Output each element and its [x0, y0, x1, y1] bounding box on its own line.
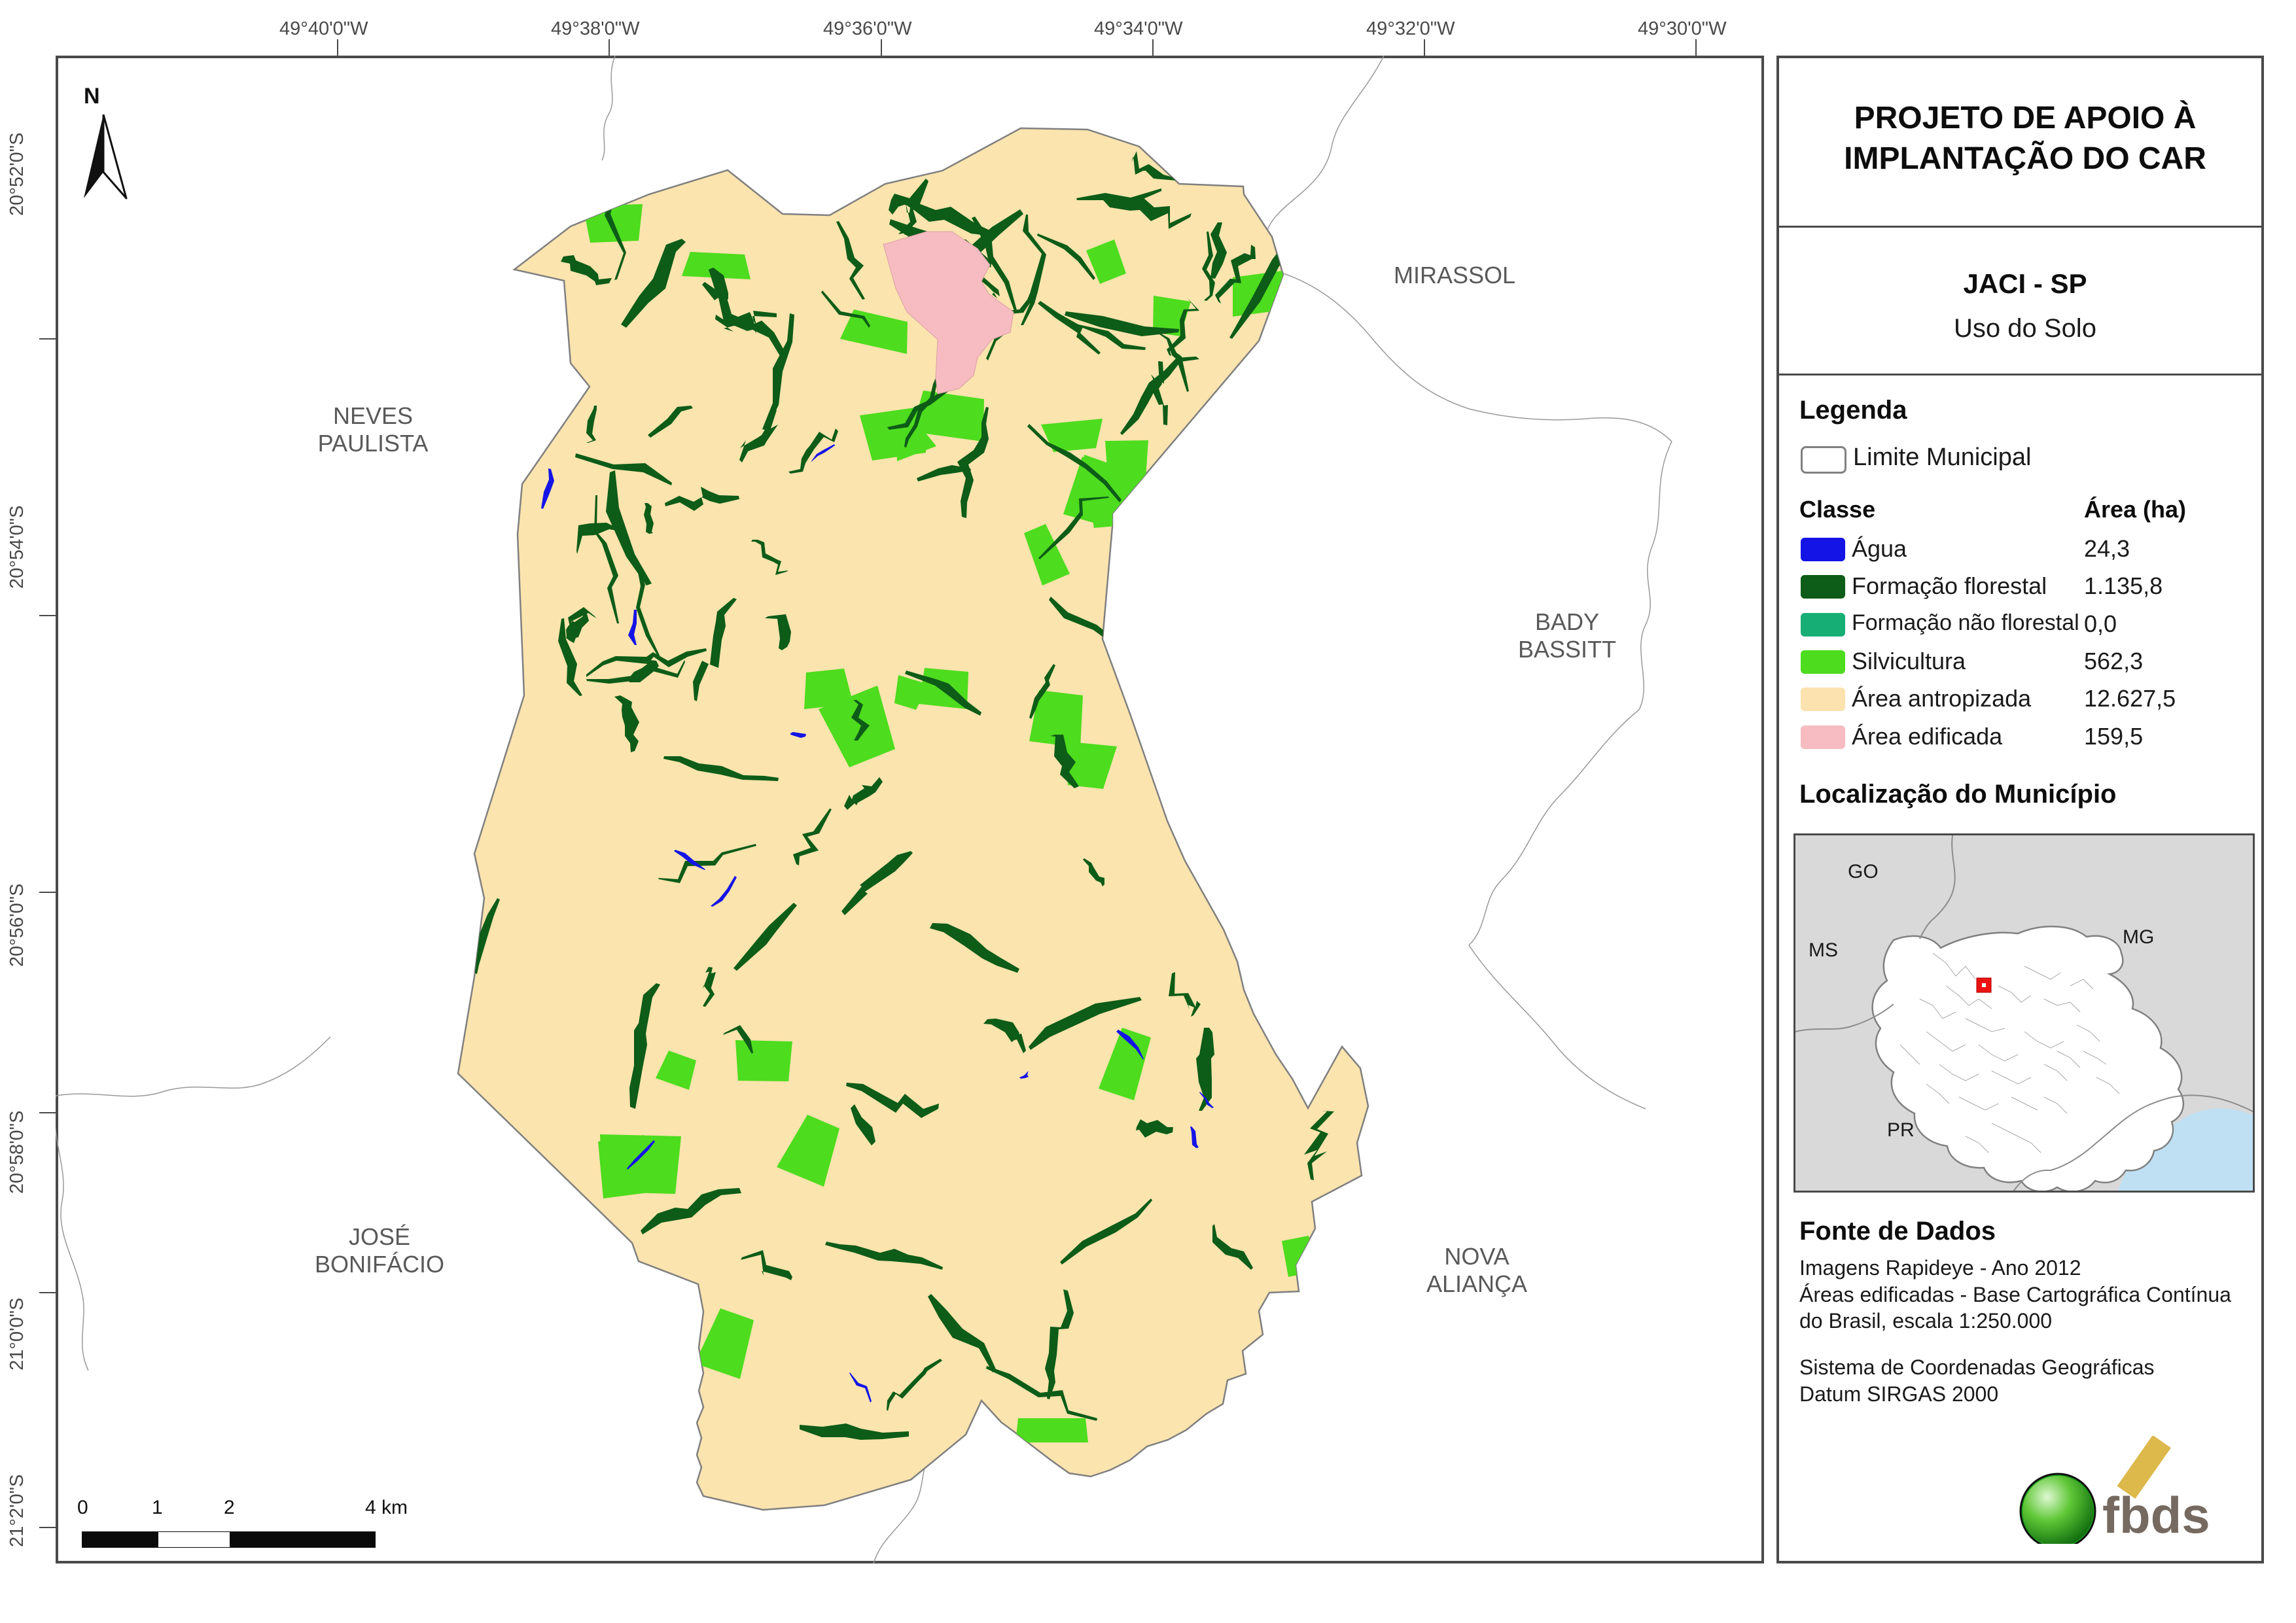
svg-text:MG: MG: [2123, 926, 2154, 948]
svg-text:fbds: fbds: [2102, 1486, 2210, 1544]
svg-text:GO: GO: [1848, 861, 1879, 882]
svg-text:MS: MS: [1809, 939, 1838, 961]
svg-text:PR: PR: [1887, 1119, 1915, 1141]
